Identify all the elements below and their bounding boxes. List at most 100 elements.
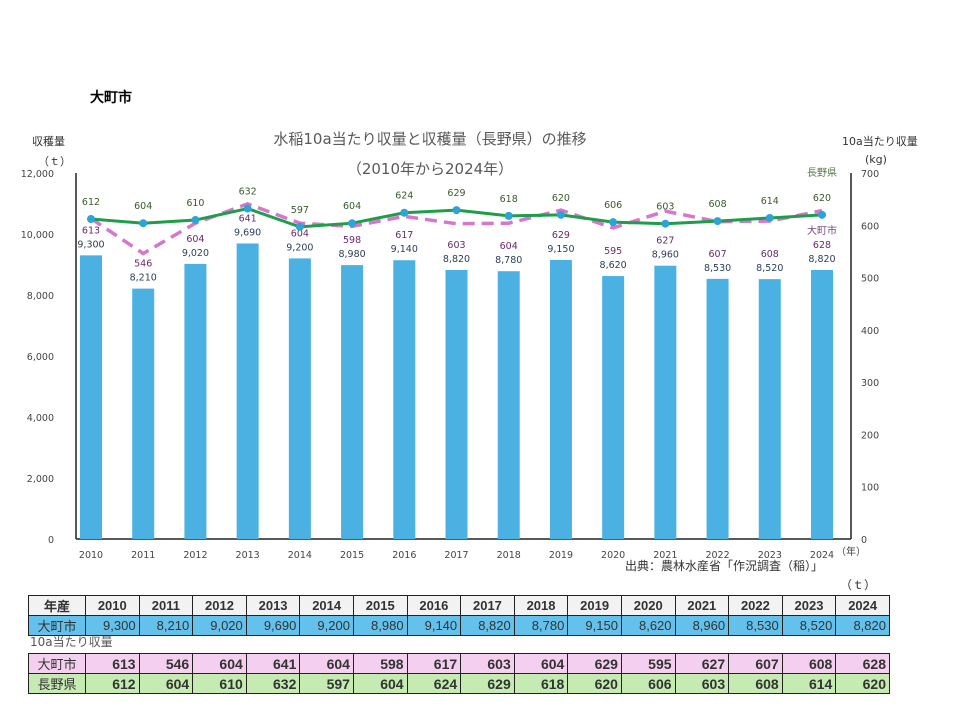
- table-cell: 9,140: [406, 615, 462, 636]
- table-cell: 641: [245, 653, 301, 674]
- table-cell: 8,210: [138, 615, 194, 636]
- table-cell: 618: [513, 673, 569, 694]
- bar: [602, 276, 625, 539]
- bar-value-label: 9,300: [77, 239, 104, 250]
- table-cell: 610: [192, 673, 247, 694]
- nagano-marker: [504, 211, 513, 220]
- nagano-value-label: 610: [186, 198, 204, 209]
- x-tick-label: 2018: [497, 550, 521, 561]
- legend-omachi: 大町市: [807, 224, 837, 237]
- table-cell: 620: [567, 673, 622, 694]
- bar-value-label: 8,820: [443, 254, 470, 265]
- nagano-marker: [661, 219, 670, 228]
- omachi-value-label: 604: [186, 234, 204, 245]
- chart: 0 2,000 4,000 6,000 8,000 10,000 12,000 0 100 200…: [21, 167, 879, 561]
- row-label: 大町市: [28, 653, 86, 674]
- right-tick-label: 300: [861, 378, 879, 389]
- nagano-marker: [713, 217, 722, 226]
- omachi-value-label: 613: [82, 225, 100, 236]
- bar: [654, 265, 677, 539]
- table-cell: 9,690: [245, 615, 301, 636]
- nagano-value-label: 624: [395, 191, 413, 202]
- nagano-marker: [87, 215, 95, 224]
- omachi-value-label: 598: [343, 235, 361, 246]
- table-cell: 8,960: [674, 615, 730, 636]
- year-header: 2012: [192, 595, 247, 616]
- omachi-value-label: 604: [500, 241, 518, 252]
- nagano-value-label: 629: [447, 188, 465, 199]
- nagano-marker: [243, 204, 252, 213]
- bar-value-label: 8,820: [808, 254, 835, 265]
- x-tick-label: 2011: [131, 550, 155, 561]
- left-axis-title: 収穫量: [32, 135, 65, 148]
- nagano-value-label: 608: [709, 199, 727, 210]
- bar: [236, 243, 259, 539]
- yield-table: 年産 2010 2011 2012 2013 2014 2015 2016 2017 2018 20…: [28, 595, 890, 636]
- bar-value-label: 8,530: [704, 263, 731, 274]
- table-row-yield: 大町市 9,300 8,210 9,020 9,690 9,200 8,980 9,140 8,…: [28, 615, 890, 636]
- left-tick-label: 8,000: [27, 291, 54, 302]
- table-cell: 604: [138, 673, 194, 694]
- omachi-value-label: 546: [134, 259, 152, 270]
- table-cell: 624: [406, 673, 462, 694]
- bar: [341, 265, 364, 539]
- chart-title-block: 水稲10a当たり収量と収穫量（長野県）の推移 （2010年から2024年）: [220, 124, 640, 184]
- omachi-value-label: 607: [709, 249, 727, 260]
- omachi-value-label: 627: [656, 236, 674, 247]
- per10a-caption: 10a当たり収量: [30, 635, 113, 649]
- bar-value-label: 8,780: [495, 255, 522, 266]
- omachi-value-label: 641: [239, 213, 257, 224]
- table-cell: 608: [781, 653, 837, 674]
- nagano-marker: [191, 216, 200, 225]
- bar-value-label: 8,620: [600, 260, 627, 271]
- bar: [288, 258, 311, 539]
- bar-value-label: 8,210: [130, 273, 157, 284]
- year-header: 2010: [85, 595, 140, 616]
- bar-value-label: 8,520: [756, 263, 783, 274]
- bar: [184, 263, 207, 539]
- year-header: 2020: [620, 595, 676, 616]
- left-tick-label: 10,000: [21, 230, 54, 241]
- table-cell: 598: [352, 653, 408, 674]
- table-cell: 9,150: [567, 615, 622, 636]
- chart-title: 水稲10a当たり収量と収穫量（長野県）の推移: [273, 130, 587, 148]
- right-tick-label: 100: [861, 483, 879, 494]
- bar: [706, 278, 729, 539]
- x-tick-label: 2020: [601, 550, 625, 561]
- bar: [758, 279, 781, 539]
- right-tick-label: 200: [861, 430, 879, 441]
- table-cell: 8,530: [728, 615, 783, 636]
- year-header: 2024: [835, 595, 890, 616]
- year-header: 2016: [406, 595, 462, 616]
- source-note: 出典：農林水産省「作況調査（稲）」: [625, 559, 824, 573]
- x-tick-label: 2015: [340, 550, 364, 561]
- nagano-marker: [295, 222, 304, 231]
- nagano-marker: [556, 210, 565, 219]
- nagano-marker: [765, 213, 774, 222]
- table-cell: 8,520: [781, 615, 837, 636]
- x-tick-label: 2010: [79, 550, 103, 561]
- bar: [132, 288, 155, 539]
- year-header: 2014: [299, 595, 354, 616]
- right-axis-title: 10a当たり収量: [842, 135, 918, 148]
- table-unit: （ｔ）: [840, 578, 877, 592]
- table-cell: 8,780: [513, 615, 569, 636]
- right-tick-label: 500: [861, 274, 879, 285]
- x-tick-label: 2023: [758, 550, 782, 561]
- year-header: 2022: [728, 595, 783, 616]
- nagano-value-label: 597: [291, 205, 309, 216]
- right-tick-label: 400: [861, 326, 879, 337]
- row-label: 大町市: [28, 615, 86, 636]
- table-cell: 603: [674, 673, 730, 694]
- table-header-row: 年産 2010 2011 2012 2013 2014 2015 2016 2017 2018 20…: [28, 595, 890, 616]
- bar-value-label: 9,690: [234, 227, 261, 238]
- table-cell: 608: [728, 673, 783, 694]
- x-tick-label: 2021: [653, 550, 677, 561]
- year-header: 2023: [781, 595, 837, 616]
- omachi-value-label: 617: [395, 230, 413, 241]
- table-cell: 8,820: [460, 615, 515, 636]
- bar: [80, 255, 102, 539]
- nagano-value-label: 604: [134, 201, 152, 212]
- bar: [497, 271, 520, 539]
- omachi-value-label: 595: [604, 246, 622, 257]
